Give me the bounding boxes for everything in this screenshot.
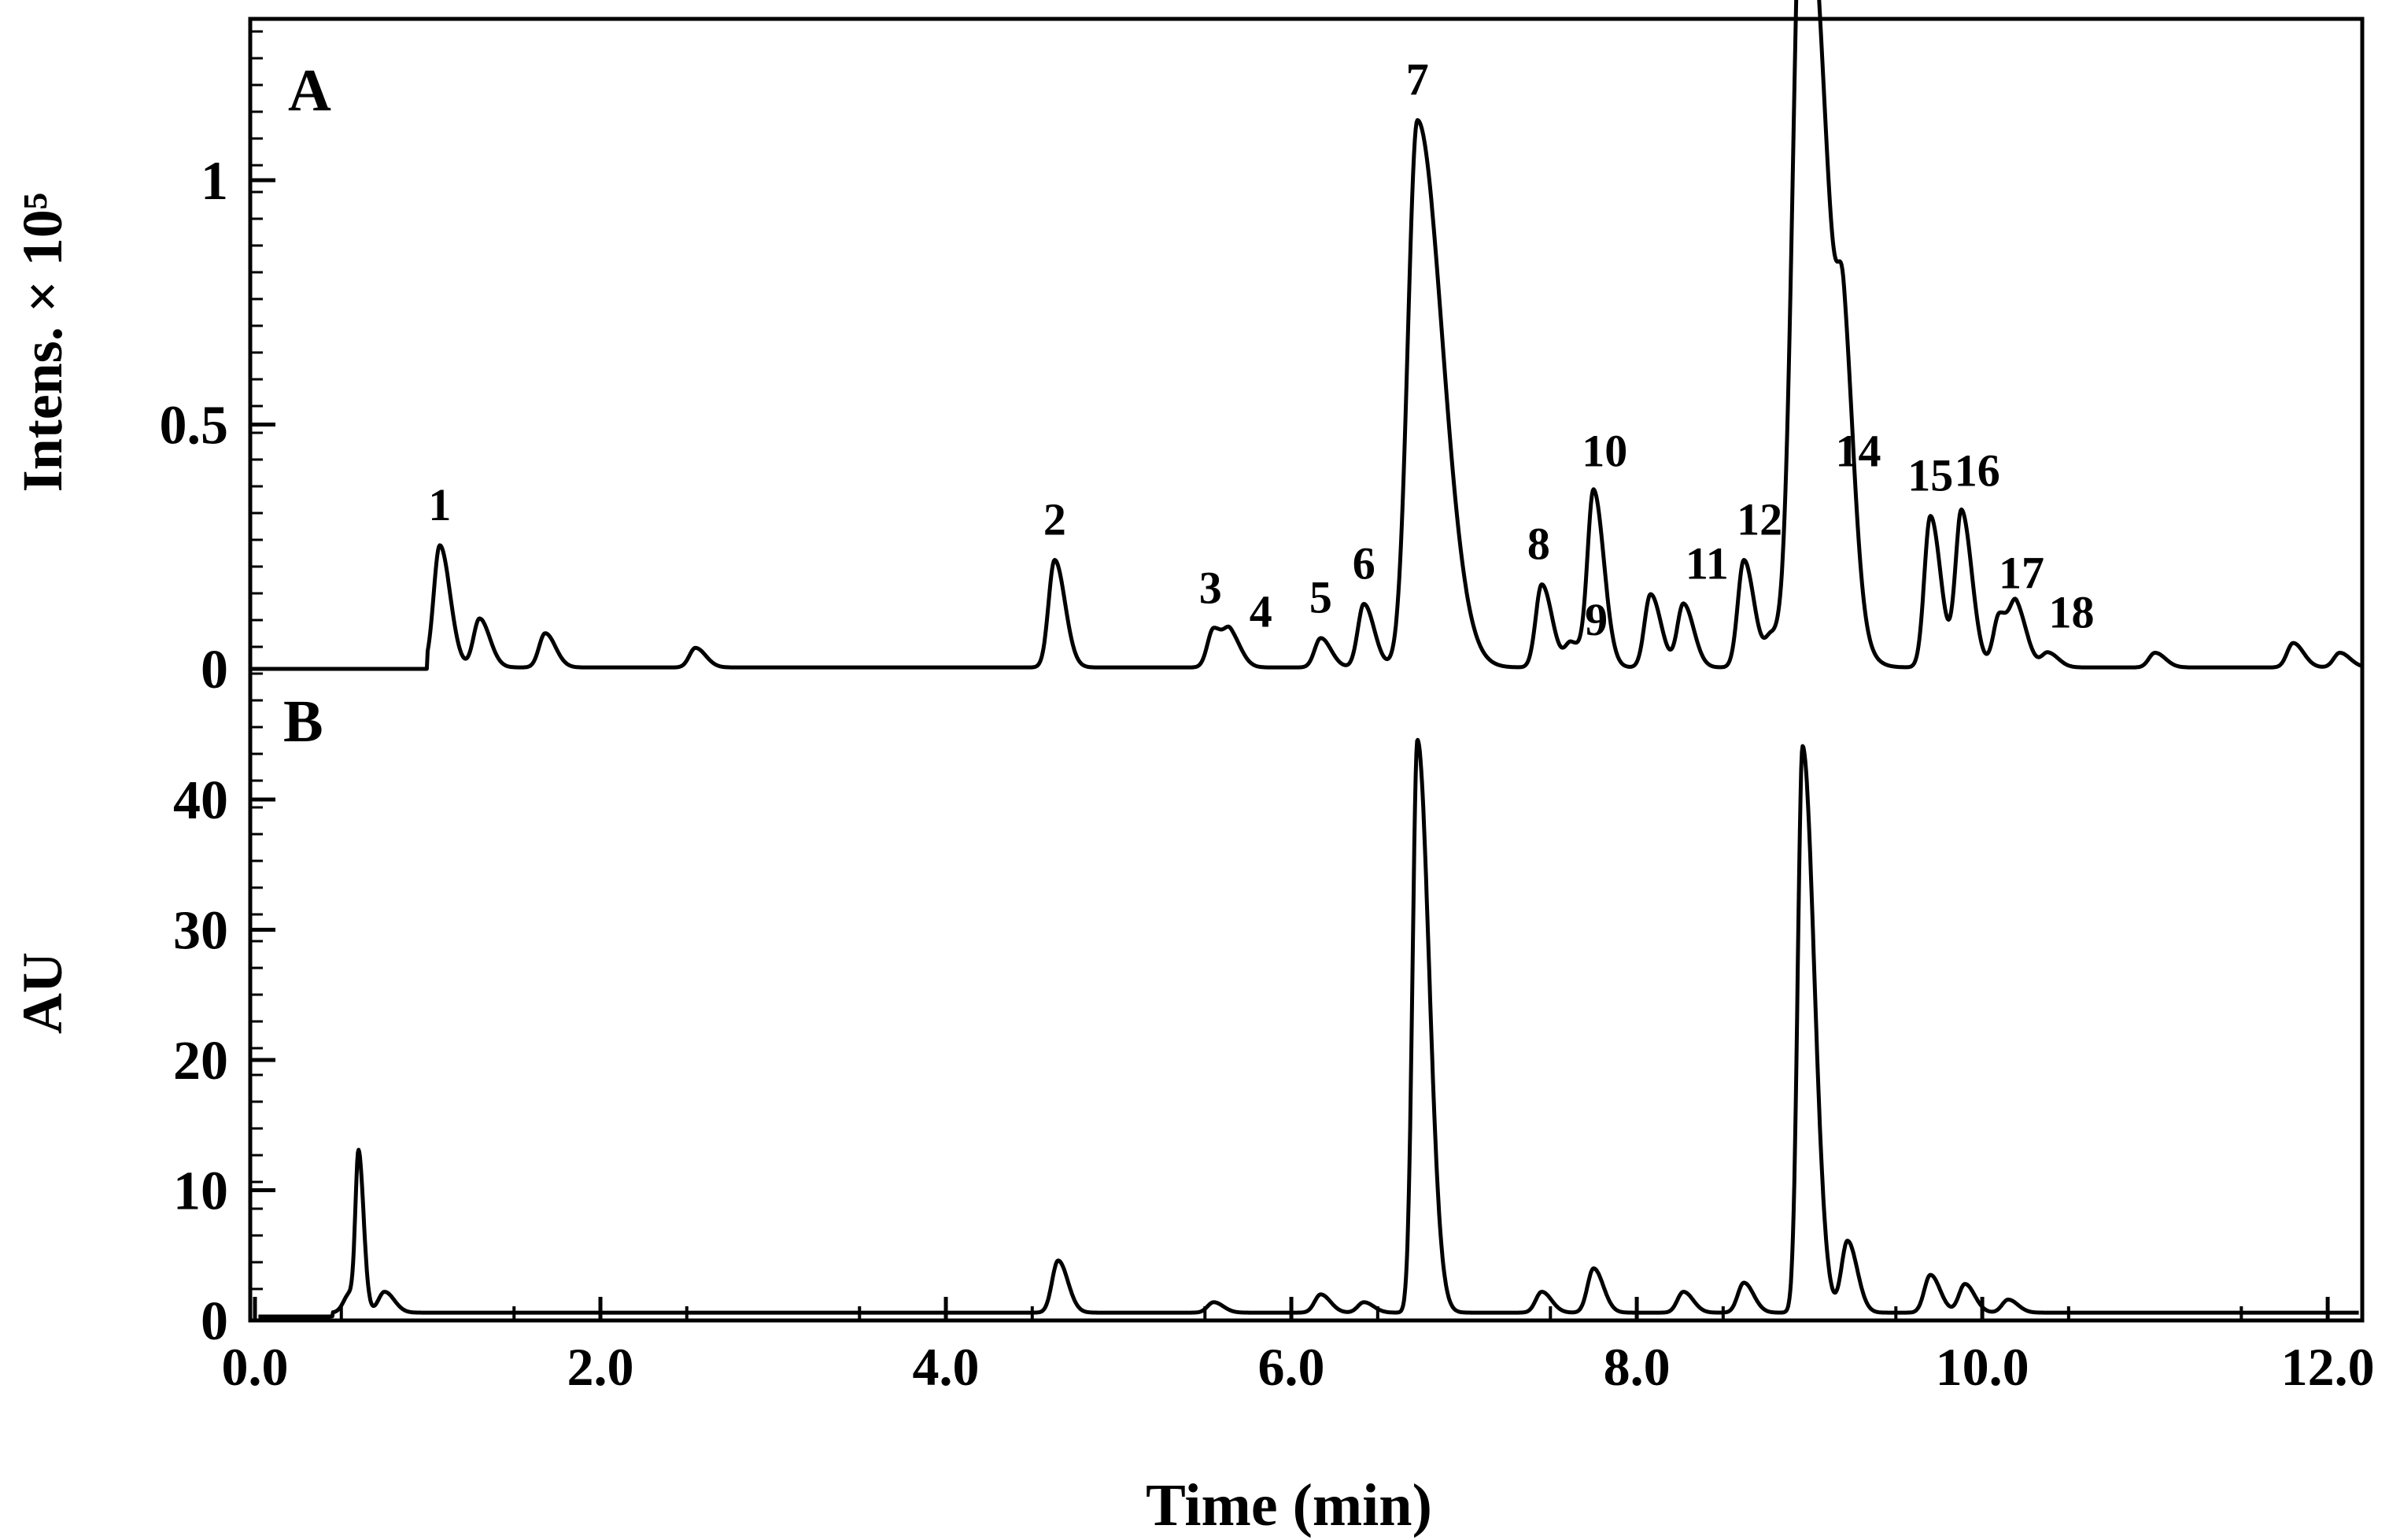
x-tick-label: 0.0	[222, 1337, 289, 1397]
panel-a-y-tick-label: 0.5	[160, 396, 229, 456]
panel-b-y-tick-label: 20	[173, 1031, 228, 1091]
peak-label-15: 15	[1907, 449, 1953, 500]
peak-label-11: 11	[1686, 537, 1729, 589]
peak-label-10: 10	[1582, 425, 1627, 476]
ticks-layer: 0.02.04.06.08.010.012.000.511.5010203040	[160, 30, 2375, 1397]
x-tick-label: 4.0	[913, 1337, 980, 1397]
x-tick-label: 6.0	[1258, 1337, 1325, 1397]
peak-label-3: 3	[1199, 562, 1222, 613]
x-tick-label: 12.0	[2281, 1337, 2375, 1397]
panel-a-y-tick-label: 1	[201, 151, 228, 212]
x-tick-label: 10.0	[1936, 1337, 2029, 1397]
peak-label-17: 17	[1999, 548, 2044, 599]
peak-label-2: 2	[1043, 493, 1066, 545]
peak-label-4: 4	[1250, 586, 1272, 637]
peak-label-8: 8	[1527, 518, 1550, 569]
peak-label-5: 5	[1309, 572, 1332, 623]
peak-label-9: 9	[1585, 594, 1608, 645]
panel-b-trace	[257, 737, 2361, 1319]
panel-b-y-tick-label: 0	[201, 1291, 228, 1352]
x-axis-title: Time (min)	[1146, 1472, 1432, 1538]
peak-label-12: 12	[1737, 493, 1782, 545]
peak-labels-layer: 123456789101112131415161718	[428, 54, 2094, 645]
panel-a-trace	[253, 0, 2363, 671]
panel-b-y-tick-label: 10	[173, 1161, 228, 1222]
x-tick-label: 8.0	[1604, 1337, 1671, 1397]
peak-label-16: 16	[1955, 445, 2000, 496]
traces-layer	[253, 0, 2363, 1319]
peak-label-18: 18	[2048, 586, 2094, 637]
peak-label-14: 14	[1835, 425, 1881, 476]
x-tick-label: 2.0	[567, 1337, 634, 1397]
panel-a-y-tick-label: 0	[201, 640, 228, 700]
peak-label-6: 6	[1353, 537, 1375, 589]
panel-b-label: B	[283, 689, 323, 755]
panel-a-y-axis-title: Intens. × 10⁵	[11, 193, 74, 493]
panel-b-y-tick-label: 40	[173, 770, 228, 831]
panel-b-y-axis-title: AU	[11, 952, 74, 1034]
peak-label-7: 7	[1406, 54, 1429, 105]
panel-a-label: A	[288, 57, 331, 124]
panel-b-y-tick-label: 30	[173, 901, 228, 962]
peak-label-1: 1	[428, 479, 451, 530]
